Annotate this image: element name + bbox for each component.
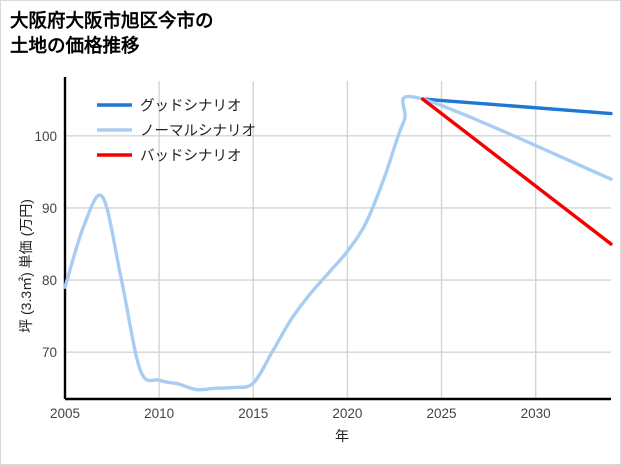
x-tick-label: 2010 [144,406,174,421]
series-line [421,97,613,116]
x-axis-tick-labels: 2005 2010 2015 2020 2025 2030 [50,406,551,421]
x-tick-label: 2020 [332,406,362,421]
axis-frame [63,77,611,401]
legend-label: ノーマルシナリオ [140,124,256,140]
x-tick-label: 2025 [427,406,457,421]
legend-label: バッドシナリオ [140,149,242,165]
y-tick-label: 90 [42,201,57,216]
x-tick-label: 2030 [521,406,551,421]
page-title: 大阪府大阪市旭区今市の 土地の価格推移 [10,10,214,56]
x-axis-title: 年 [335,428,349,444]
y-tick-label: 100 [34,129,57,144]
y-axis-tick-labels: 70 80 90 100 [34,129,57,360]
x-tick-label: 2005 [50,406,80,421]
legend-label: グッドシナリオ [140,98,242,115]
y-axis-title: 坪 (3.3㎡) 単価 (万円) [18,199,34,333]
series-lines [63,94,613,392]
series-line [63,94,613,392]
y-tick-label: 80 [42,273,57,288]
gridlines [65,81,611,399]
x-tick-label: 2015 [238,406,268,421]
series-line [421,97,613,246]
y-tick-label: 70 [42,345,57,360]
